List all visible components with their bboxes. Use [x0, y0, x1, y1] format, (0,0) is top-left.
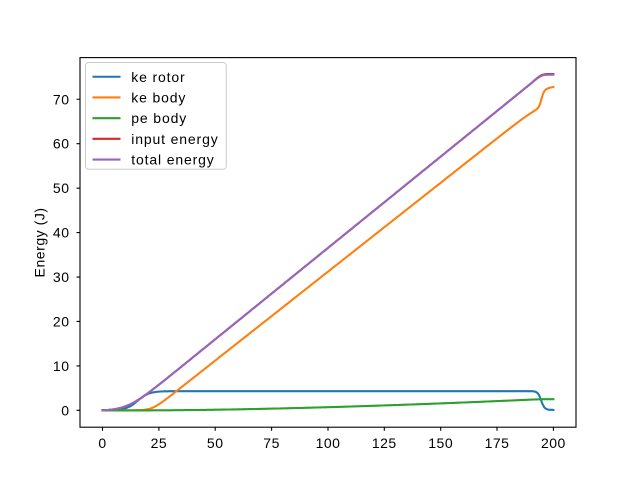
- svg-text:100: 100: [316, 435, 341, 451]
- svg-text:ke rotor: ke rotor: [131, 69, 185, 85]
- svg-text:40: 40: [53, 225, 70, 241]
- svg-text:total energy: total energy: [131, 152, 214, 168]
- svg-text:10: 10: [53, 358, 70, 374]
- svg-text:Energy (J): Energy (J): [32, 207, 48, 277]
- svg-text:150: 150: [428, 435, 453, 451]
- svg-text:20: 20: [53, 313, 70, 329]
- svg-text:input energy: input energy: [131, 131, 218, 147]
- svg-text:pe body: pe body: [131, 110, 187, 126]
- svg-text:0: 0: [61, 402, 69, 418]
- svg-text:50: 50: [53, 180, 70, 196]
- svg-text:200: 200: [541, 435, 566, 451]
- svg-text:50: 50: [207, 435, 224, 451]
- svg-text:70: 70: [53, 91, 70, 107]
- svg-text:175: 175: [485, 435, 510, 451]
- svg-text:30: 30: [53, 269, 70, 285]
- svg-text:0: 0: [98, 435, 106, 451]
- svg-text:ke body: ke body: [131, 89, 186, 105]
- svg-text:25: 25: [151, 435, 168, 451]
- svg-text:75: 75: [263, 435, 280, 451]
- svg-text:60: 60: [53, 136, 70, 152]
- svg-text:125: 125: [372, 435, 397, 451]
